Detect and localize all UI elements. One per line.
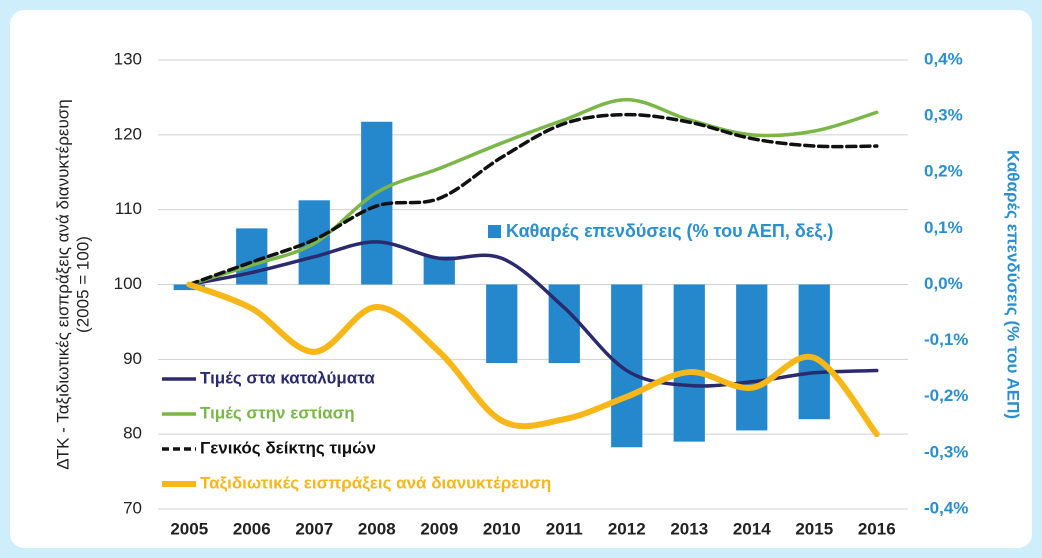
y2-tick-label: 0,4% — [924, 49, 963, 68]
bar — [736, 284, 768, 431]
y2-tick-label: 0,1% — [924, 218, 963, 237]
y2-tick-label: -0,3% — [924, 442, 968, 461]
x-tick-label: 2009 — [420, 519, 458, 538]
y-tick-label: 70 — [123, 498, 142, 517]
y-axis-label: ΔΤΚ - Ταξιδιωτικές εισπράξεις ανά διανυκ… — [53, 99, 72, 469]
y2-tick-label: -0,1% — [924, 330, 968, 349]
x-tick-label: 2011 — [546, 519, 583, 538]
y-tick-label: 130 — [114, 49, 142, 68]
y2-tick-label: -0,2% — [924, 386, 968, 405]
y-tick-label: 80 — [123, 424, 142, 443]
x-tick-label: 2016 — [858, 519, 896, 538]
y2-tick-label: 0,3% — [924, 106, 963, 125]
line-series — [187, 97, 879, 287]
x-tick-label: 2014 — [733, 519, 771, 538]
bar — [486, 284, 518, 364]
x-tick-label: 2012 — [608, 519, 646, 538]
legend-label: Ταξιδιωτικές εισπράξεις ανά διανυκτέρευσ… — [200, 473, 551, 492]
x-tick-label: 2015 — [795, 519, 833, 538]
y-tick-label: 90 — [123, 349, 142, 368]
y-tick-label: 110 — [115, 199, 142, 218]
x-tick-label: 2010 — [483, 519, 521, 538]
y-tick-label: 120 — [114, 124, 142, 143]
bar — [673, 284, 705, 442]
legend-label: Τιμές στα καταλύματα — [200, 368, 375, 387]
y2-axis-label: Καθαρές επενδύσεις (% του ΑΕΠ) — [1004, 150, 1023, 419]
bar — [611, 284, 643, 448]
bar — [423, 256, 455, 285]
x-tick-label: 2008 — [358, 519, 396, 538]
line-series — [186, 281, 880, 438]
legend-label: Καθαρές επενδύσεις (% του ΑΕΠ, δεξ.) — [506, 221, 833, 242]
y2-tick-label: 0,0% — [924, 274, 963, 293]
y-axis-label: (2005 = 100) — [73, 236, 92, 333]
x-tick-label: 2005 — [170, 519, 208, 538]
bar — [798, 284, 830, 420]
y2-tick-label: -0,4% — [924, 498, 968, 517]
y-tick-label: 100 — [114, 274, 142, 293]
y2-tick-label: 0,2% — [924, 162, 963, 181]
legend-swatch — [488, 225, 501, 238]
line-series — [187, 112, 879, 287]
legend-label: Τιμές στην εστίαση — [200, 403, 355, 422]
x-tick-label: 2007 — [295, 519, 333, 538]
line-series — [187, 240, 879, 388]
legend-label: Γενικός δείκτης τιμών — [200, 438, 376, 457]
x-tick-label: 2013 — [670, 519, 708, 538]
x-tick-label: 2006 — [233, 519, 271, 538]
panel — [10, 10, 1032, 548]
